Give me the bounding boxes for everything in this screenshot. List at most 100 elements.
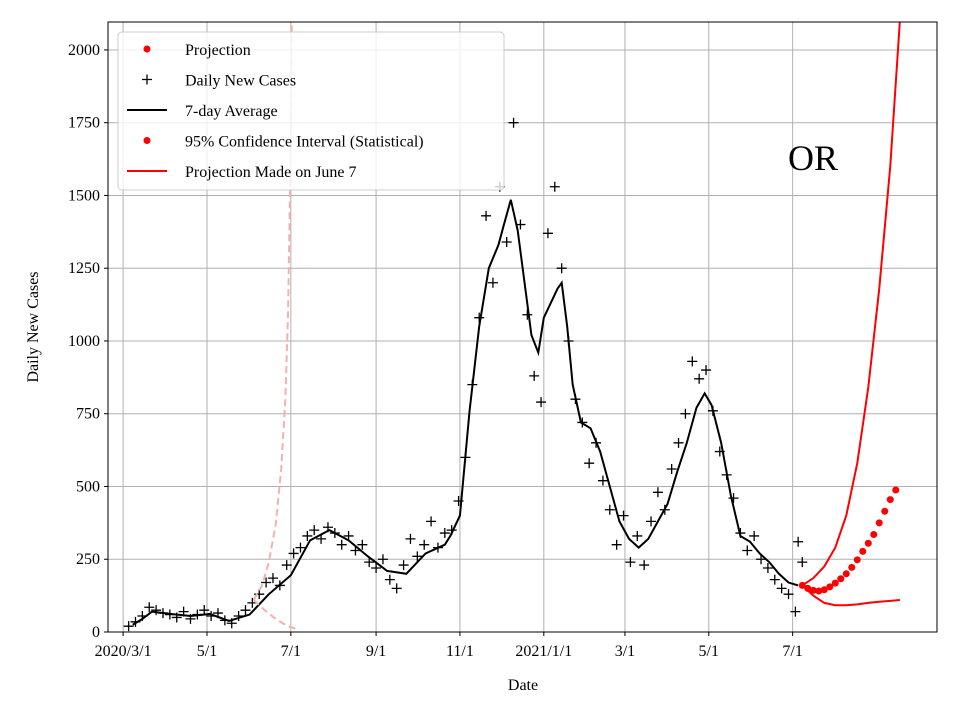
data-point (302, 530, 313, 541)
data-point (240, 605, 251, 616)
data-point (881, 507, 889, 515)
data-point (673, 437, 684, 448)
data-point (542, 228, 553, 239)
data-point (371, 562, 382, 573)
data-point (652, 487, 663, 498)
data-point (391, 583, 402, 594)
data-point (144, 602, 155, 613)
x-tick-label: 5/1 (197, 643, 217, 660)
data-point (864, 539, 872, 547)
x-tick-label: 3/1 (615, 643, 635, 660)
data-point (336, 539, 347, 550)
data-point (123, 621, 134, 632)
annotation: OR (788, 138, 838, 178)
data-point (625, 557, 636, 568)
data-point (749, 530, 760, 541)
data-point (826, 583, 834, 591)
x-tick-label: 7/1 (281, 643, 301, 660)
y-tick-label: 1500 (68, 187, 100, 204)
data-point (797, 557, 808, 568)
y-tick-label: 1250 (68, 260, 100, 277)
data-point (611, 539, 622, 550)
data-point (151, 605, 162, 616)
legend-marker (143, 137, 151, 144)
x-tick-label: 5/1 (699, 643, 719, 660)
data-point (405, 533, 416, 544)
legend-label: 7-day Average (185, 103, 278, 120)
data-point (809, 586, 817, 594)
y-tick-label: 750 (76, 406, 100, 423)
data-point (875, 519, 883, 527)
data-point (556, 263, 567, 274)
data-point (439, 528, 450, 539)
y-tick-label: 1000 (68, 333, 100, 350)
data-point (549, 181, 560, 192)
plot-area (123, 22, 901, 632)
data-point (687, 356, 698, 367)
data-point (793, 536, 804, 547)
x-axis-label: Date (508, 677, 538, 694)
legend-label: 95% Confidence Interval (Statistical) (185, 134, 424, 151)
data-point (426, 516, 437, 527)
data-point (762, 562, 773, 573)
ticks: 0 250 500 750 1000 1250 1500 1750 2000 2020/3/1 5/… (68, 42, 803, 660)
data-point (295, 542, 306, 553)
data-point (680, 408, 691, 419)
y-tick-label: 250 (76, 551, 100, 568)
data-point (837, 575, 845, 583)
data-point (412, 551, 423, 562)
legend-box (117, 31, 505, 191)
data-point (501, 237, 512, 248)
data-point (815, 587, 823, 595)
data-point (742, 545, 753, 556)
legend-marker (142, 74, 152, 85)
data-point (632, 530, 643, 541)
data-point (639, 560, 650, 571)
data-point (842, 570, 850, 578)
data-point (694, 373, 705, 384)
data-point (870, 531, 878, 539)
data-point (701, 365, 712, 376)
data-point (859, 547, 867, 555)
data-point (666, 464, 677, 475)
data-point (481, 210, 492, 221)
x-tick-label: 11/1 (446, 643, 474, 660)
data-point (267, 573, 278, 584)
legend-label: Projection Made on June 7 (185, 164, 357, 181)
data-point (769, 574, 780, 585)
data-point (886, 496, 894, 504)
data-point (783, 589, 794, 600)
data-point (487, 277, 498, 288)
data-point (529, 370, 540, 381)
data-point (288, 548, 299, 559)
data-point (728, 493, 739, 504)
data-point (419, 539, 430, 550)
data-point (384, 574, 395, 585)
data-point (522, 309, 533, 320)
data-point (508, 117, 519, 128)
x-tick-label: 7/1 (782, 643, 802, 660)
data-point (848, 563, 856, 571)
series-line (252, 22, 293, 601)
data-point (377, 554, 388, 565)
axes-frame (107, 21, 938, 633)
data-point (536, 397, 547, 408)
y-tick-label: 0 (92, 624, 100, 641)
x-tick-label: 2021/1/1 (515, 643, 572, 660)
data-point (309, 525, 320, 536)
y-tick-label: 2000 (68, 42, 100, 59)
series-line (132, 199, 799, 626)
y-axis-label: Daily New Cases (25, 271, 42, 382)
data-point (776, 583, 787, 594)
data-point (790, 606, 801, 617)
data-point (618, 510, 629, 521)
data-point (199, 605, 210, 616)
x-tick-label: 2020/3/1 (95, 643, 152, 660)
legend: Projection Daily New Cases 7-day Average 95… (117, 31, 505, 191)
data-point (892, 486, 900, 494)
data-point (364, 557, 375, 568)
data-point (597, 475, 608, 486)
legend-label: Projection (185, 42, 251, 59)
series-line (801, 22, 901, 587)
